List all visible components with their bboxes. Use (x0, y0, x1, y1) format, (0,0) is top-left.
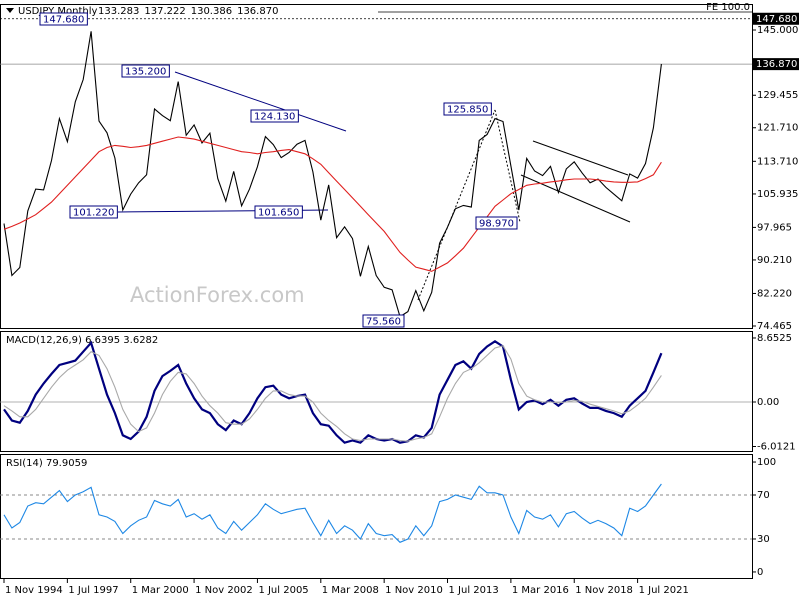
annotation-label: 147.680 (43, 15, 84, 26)
annotation-label: 75.560 (366, 317, 401, 328)
projection-line (494, 109, 521, 223)
annotation-box (69, 205, 118, 219)
annotation-label: 101.650 (258, 208, 299, 219)
y-tick-label: 121.710 (757, 123, 798, 134)
y-tick-label: 0 (757, 567, 763, 578)
chart-title: USDJPY,Monthly (18, 6, 98, 17)
annotation-label: 101.220 (73, 208, 114, 219)
channel-line (532, 140, 629, 176)
x-tick-label: 1 Jul 2021 (639, 585, 689, 596)
annotation-box (475, 216, 518, 230)
annotation-box (39, 12, 88, 26)
series-line (3, 345, 662, 442)
series-line (3, 339, 663, 444)
y-tick-label: 113.710 (757, 156, 798, 167)
annotation-label: 98.970 (479, 219, 514, 230)
macd-label: MACD(12,26,9) 6.6395 3.6282 (6, 335, 158, 346)
series-line (3, 483, 662, 543)
level-label: 136.870 (756, 59, 797, 70)
header-value: 136.870 (237, 6, 278, 17)
channel-line (520, 174, 631, 223)
annotation-box (362, 314, 405, 328)
y-tick-label: 90.210 (757, 255, 792, 266)
fe-label: FE 100.0 (706, 2, 750, 13)
x-tick-label: 1 Jul 1997 (68, 585, 118, 596)
level-label: 147.680 (756, 14, 797, 25)
x-tick-label: 1 Mar 2016 (512, 585, 569, 596)
header-value: 137.222 (144, 6, 185, 17)
annotation-label: 125.850 (447, 105, 488, 116)
level-tag (753, 58, 799, 71)
y-tick-label: 129.455 (757, 90, 798, 101)
series-line (3, 31, 662, 318)
x-tick-label: 1 Mar 2008 (322, 585, 379, 596)
y-tick-label: 74.465 (757, 321, 792, 332)
x-tick-label: 1 Jul 2013 (449, 585, 499, 596)
x-tick-label: 1 Nov 1994 (5, 585, 63, 596)
annotation-box (121, 64, 170, 78)
y-tick-label: 82.220 (757, 288, 792, 299)
series-line (3, 136, 662, 272)
y-tick-label: -6.0121 (757, 442, 796, 453)
y-tick-label: 100 (757, 457, 776, 468)
watermark: ActionForex.com (130, 283, 305, 307)
header-value: 133.283 (98, 6, 139, 17)
y-tick-label: 70 (757, 490, 770, 501)
level-tag (753, 12, 799, 25)
y-tick-label: 0.00 (757, 397, 779, 408)
menu-arrow[interactable] (6, 8, 14, 13)
rsi-panel (0, 454, 753, 579)
header-value: 130.386 (191, 6, 232, 17)
macd-panel (0, 331, 753, 452)
price-panel (0, 4, 753, 329)
rsi-label: RSI(14) 79.9059 (6, 458, 87, 469)
y-tick-label: 30 (757, 534, 770, 545)
annotation-label: 135.200 (125, 67, 166, 78)
annotation-label: 124.130 (254, 112, 295, 123)
y-tick-label: 105.935 (757, 189, 798, 200)
x-tick-label: 1 Nov 2002 (195, 585, 253, 596)
annotation-box (250, 109, 299, 123)
x-tick-label: 1 Nov 2010 (385, 585, 443, 596)
trend-line (174, 71, 347, 132)
x-tick-label: 1 Mar 2000 (132, 585, 189, 596)
annotation-box (443, 102, 492, 116)
x-tick-label: 1 Jul 2005 (258, 585, 308, 596)
y-tick-label: 145.000 (757, 25, 798, 36)
annotation-box (254, 205, 303, 219)
x-tick-label: 1 Nov 2018 (575, 585, 633, 596)
y-tick-label: 97.965 (757, 222, 792, 233)
y-tick-label: 8.6525 (757, 333, 792, 344)
